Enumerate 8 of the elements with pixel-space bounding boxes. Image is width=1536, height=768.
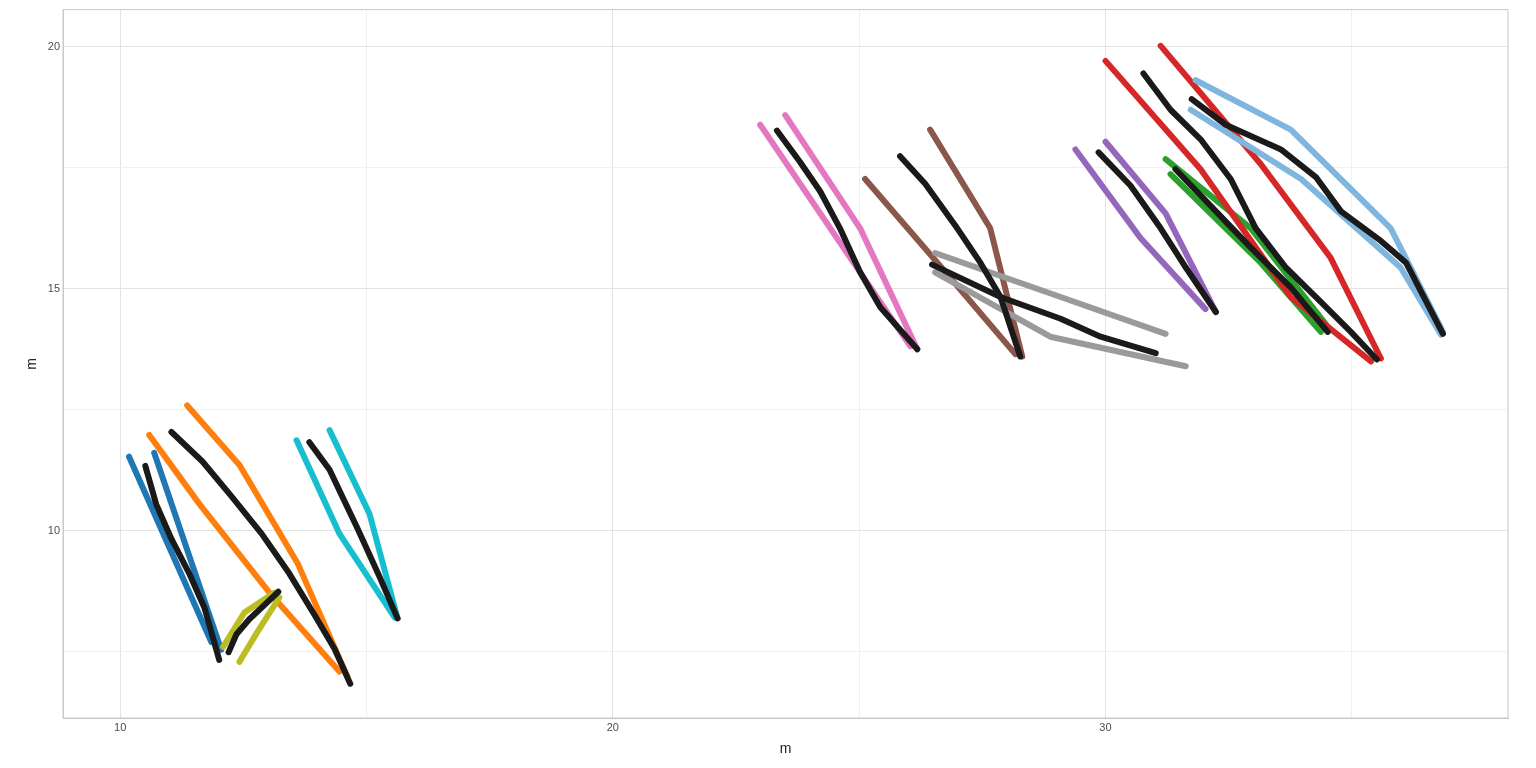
x-tick-label: 10 (114, 720, 127, 733)
y-axis-title: m (23, 357, 40, 370)
x-tick-label: 20 (606, 720, 619, 733)
x-tick-label: 30 (1099, 720, 1112, 733)
y-tick-label: 10 (47, 523, 61, 536)
x-axis-title: m (779, 740, 792, 757)
y-tick-label: 15 (47, 281, 61, 294)
y-tick-label: 20 (47, 39, 61, 52)
